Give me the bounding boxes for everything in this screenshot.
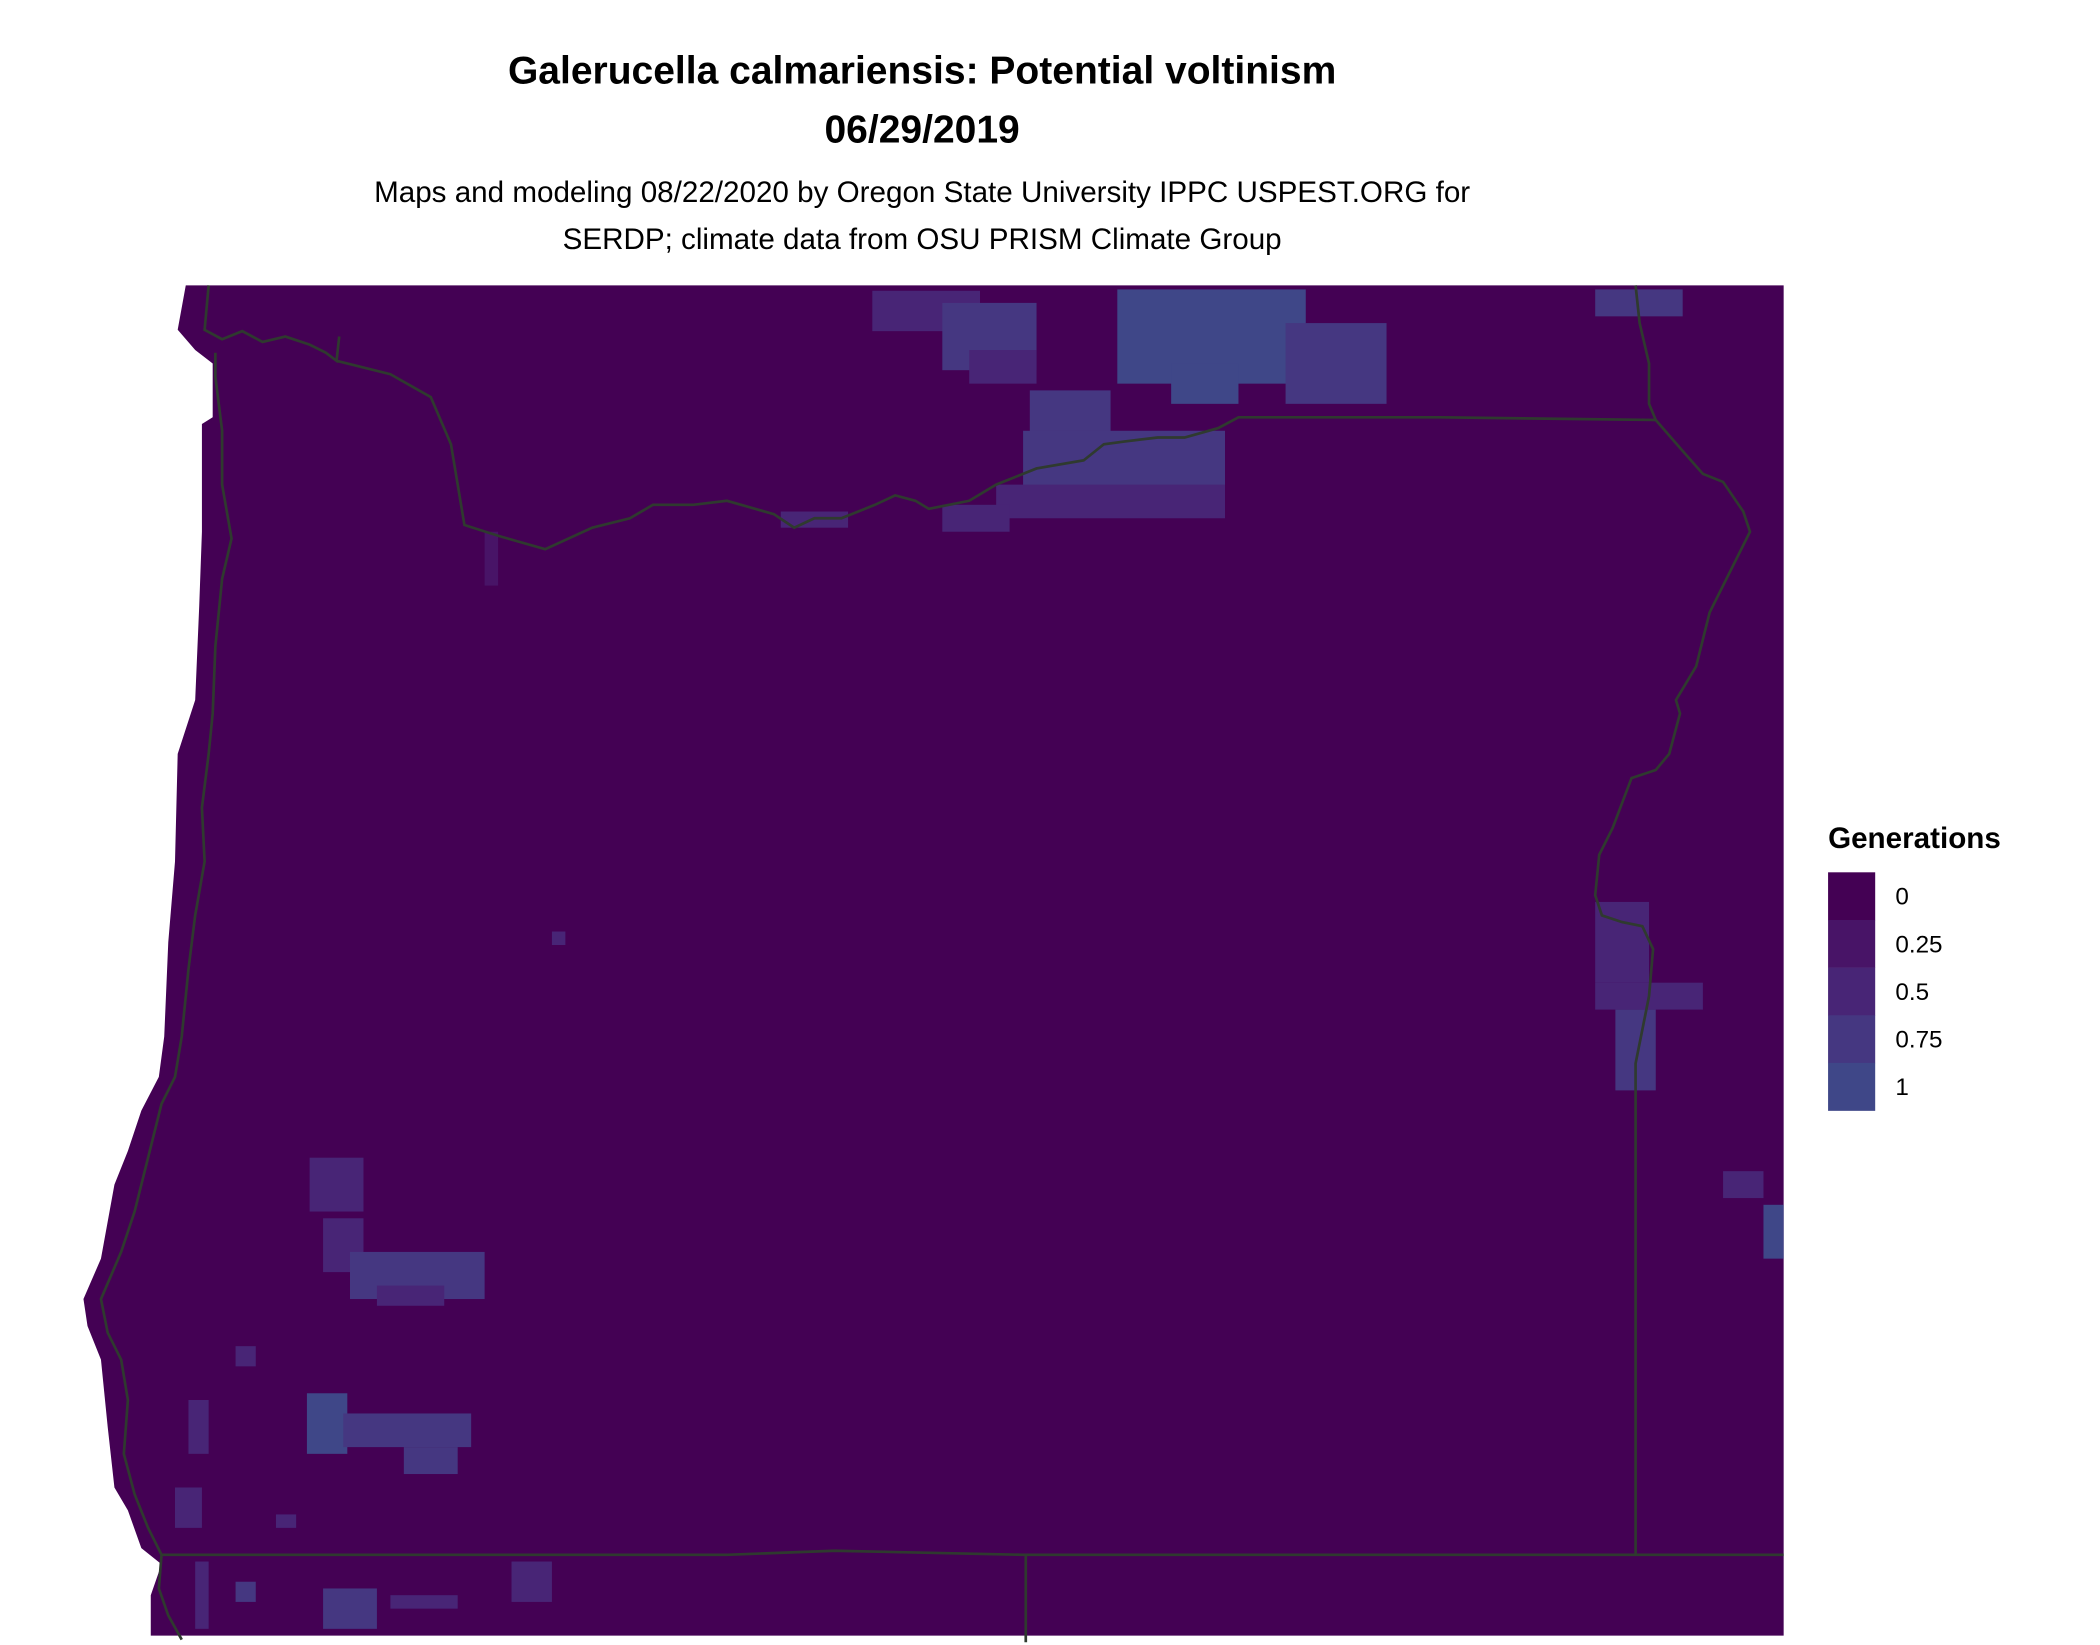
raster-patch xyxy=(188,1400,209,1454)
southern-border xyxy=(161,1549,1784,1557)
raster-patch xyxy=(390,1595,458,1609)
map-date: 06/29/2019 xyxy=(824,109,1019,152)
raster-patch xyxy=(376,1285,445,1306)
raster-patch xyxy=(969,350,1037,384)
raster-patch xyxy=(1763,1204,1784,1259)
raster-layer xyxy=(83,285,1784,1636)
legend-label: 1 xyxy=(1895,1074,1908,1101)
raster-patch xyxy=(235,1581,256,1602)
legend-label: 0.5 xyxy=(1895,979,1929,1006)
legend-swatch xyxy=(1828,919,1876,968)
raster-patch xyxy=(323,1588,377,1629)
raster-patch xyxy=(1285,323,1387,404)
borders xyxy=(99,285,1784,1643)
legend-label: 0.25 xyxy=(1895,931,1942,958)
legend-label: 0.75 xyxy=(1895,1027,1942,1054)
columbia-river-border xyxy=(336,359,1656,551)
raster-patch xyxy=(175,1487,202,1528)
legend-label: 0 xyxy=(1895,884,1908,911)
raster-patch xyxy=(309,1157,364,1212)
raster-patch xyxy=(195,1561,209,1629)
raster-patch xyxy=(306,1393,348,1454)
raster-patch xyxy=(235,1346,256,1367)
raster-patch xyxy=(1723,1171,1764,1199)
map-title: Galerucella calmariensis: Potential volt… xyxy=(508,49,1336,92)
raster-patch xyxy=(1171,363,1239,404)
legend-swatch xyxy=(1828,1015,1876,1064)
coastline xyxy=(99,285,341,1641)
legend-swatch xyxy=(1828,872,1876,921)
raster-patch xyxy=(551,931,566,945)
idaho-border xyxy=(1593,285,1752,1555)
raster-patch xyxy=(996,484,1225,519)
raster-patch xyxy=(343,1413,472,1448)
raster-patch xyxy=(1595,901,1650,983)
legend-title: Generations xyxy=(1828,822,2001,855)
raster-base xyxy=(83,285,1784,1636)
raster-patch xyxy=(511,1561,552,1602)
legend-swatch xyxy=(1828,967,1876,1016)
map-subtitle-line1: Maps and modeling 08/22/2020 by Oregon S… xyxy=(374,176,1470,209)
raster-patch xyxy=(484,531,499,586)
map-subtitle-line2: SERDP; climate data from OSU PRISM Clima… xyxy=(563,223,1282,256)
raster-patch xyxy=(275,1514,297,1528)
raster-patch xyxy=(403,1447,458,1475)
raster-patch xyxy=(942,504,1010,532)
legend: Generations 0 0.25 0.5 0.75 1 xyxy=(1828,822,2001,1111)
legend-swatch xyxy=(1828,1062,1876,1111)
